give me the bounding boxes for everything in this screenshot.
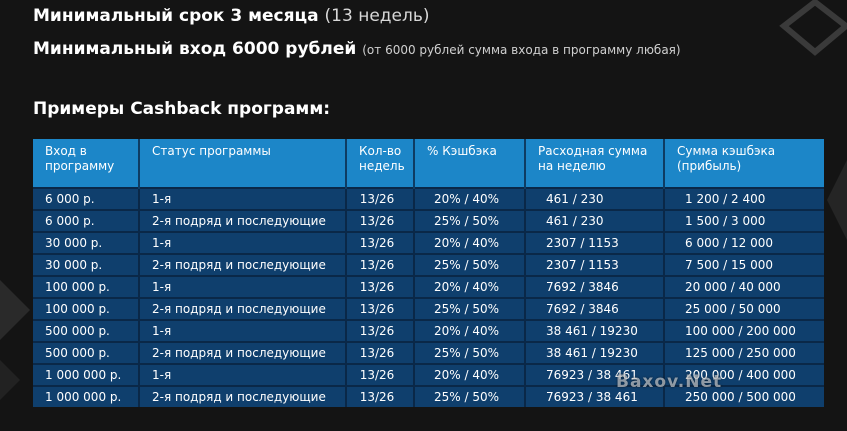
cell-status: 2-я подряд и последующие bbox=[139, 209, 347, 232]
table-row: 1 000 000 р. 2-я подряд и последующие 13/2… bbox=[33, 385, 824, 407]
cell-weekly-amount: 461 / 230 bbox=[525, 209, 665, 232]
table-header-row: Вход в программу Статус программы Кол-во… bbox=[33, 139, 824, 188]
cell-weekly-amount: 7692 / 3846 bbox=[525, 275, 665, 298]
cell-weeks: 13/26 bbox=[346, 341, 415, 364]
min-term-text: Минимальный срок 3 месяца bbox=[33, 6, 319, 26]
table-row: 100 000 р. 1-я 13/26 20% / 40% 7692 / 3846 20… bbox=[33, 275, 824, 298]
cell-status: 2-я подряд и последующие bbox=[139, 297, 347, 320]
cell-percent: 20% / 40% bbox=[414, 363, 526, 386]
cell-status: 2-я подряд и последующие bbox=[139, 253, 347, 276]
cashback-table: Вход в программу Статус программы Кол-во… bbox=[33, 139, 824, 407]
bg-decoration-right bbox=[827, 160, 847, 240]
cell-weeks: 13/26 bbox=[346, 187, 415, 210]
cell-weekly-amount: 38 461 / 19230 bbox=[525, 341, 665, 364]
table-row: 30 000 р. 2-я подряд и последующие 13/26 25… bbox=[33, 253, 824, 276]
cell-percent: 25% / 50% bbox=[414, 341, 526, 364]
cell-cashback-sum: 1 500 / 3 000 bbox=[664, 209, 824, 232]
examples-title: Примеры Cashback программ: bbox=[33, 99, 331, 119]
cell-status: 1-я bbox=[139, 363, 347, 386]
col-header-cashback-sum: Сумма кэшбэка (прибыль) bbox=[664, 139, 824, 188]
bg-decoration-top-right bbox=[779, 0, 847, 56]
cell-weekly-amount: 38 461 / 19230 bbox=[525, 319, 665, 342]
col-header-status: Статус программы bbox=[139, 139, 347, 188]
cell-weekly-amount: 76923 / 38 461 bbox=[525, 385, 665, 407]
cell-entry: 100 000 р. bbox=[33, 275, 140, 298]
cell-weeks: 13/26 bbox=[346, 363, 415, 386]
col-header-weeks: Кол-во недель bbox=[346, 139, 415, 188]
cell-status: 1-я bbox=[139, 187, 347, 210]
table-row: 1 000 000 р. 1-я 13/26 20% / 40% 76923 / 38 … bbox=[33, 363, 824, 386]
cell-entry: 500 000 р. bbox=[33, 341, 140, 364]
cell-weeks: 13/26 bbox=[346, 275, 415, 298]
cell-percent: 25% / 50% bbox=[414, 297, 526, 320]
cell-percent: 20% / 40% bbox=[414, 319, 526, 342]
min-term-weeks: (13 недель) bbox=[324, 6, 430, 26]
cell-percent: 20% / 40% bbox=[414, 275, 526, 298]
table-row: 500 000 р. 1-я 13/26 20% / 40% 38 461 / 1923… bbox=[33, 319, 824, 342]
col-header-weekly-amount: Расходная сумма на неделю bbox=[525, 139, 665, 188]
cell-cashback-sum: 20 000 / 40 000 bbox=[664, 275, 824, 298]
cell-entry: 6 000 р. bbox=[33, 209, 140, 232]
cell-entry: 500 000 р. bbox=[33, 319, 140, 342]
table-row: 500 000 р. 2-я подряд и последующие 13/26 2… bbox=[33, 341, 824, 364]
table-row: 6 000 р. 1-я 13/26 20% / 40% 461 / 230 1 200 … bbox=[33, 187, 824, 210]
cell-cashback-sum: 7 500 / 15 000 bbox=[664, 253, 824, 276]
cell-status: 1-я bbox=[139, 319, 347, 342]
cell-entry: 30 000 р. bbox=[33, 253, 140, 276]
cell-cashback-sum: 200 000 / 400 000 bbox=[664, 363, 824, 386]
cell-status: 2-я подряд и последующие bbox=[139, 341, 347, 364]
cell-weeks: 13/26 bbox=[346, 297, 415, 320]
cell-percent: 25% / 50% bbox=[414, 253, 526, 276]
table-row: 6 000 р. 2-я подряд и последующие 13/26 25%… bbox=[33, 209, 824, 232]
col-header-entry: Вход в программу bbox=[33, 139, 140, 188]
cell-weeks: 13/26 bbox=[346, 231, 415, 254]
cell-cashback-sum: 6 000 / 12 000 bbox=[664, 231, 824, 254]
cell-percent: 20% / 40% bbox=[414, 187, 526, 210]
cell-entry: 1 000 000 р. bbox=[33, 363, 140, 386]
cell-entry: 100 000 р. bbox=[33, 297, 140, 320]
watermark-logo: Baxov.Net bbox=[616, 372, 723, 392]
cell-weekly-amount: 2307 / 1153 bbox=[525, 253, 665, 276]
table-row: 30 000 р. 1-я 13/26 20% / 40% 2307 / 1153 6 0… bbox=[33, 231, 824, 254]
col-header-percent: % Кэшбэка bbox=[414, 139, 526, 188]
cell-cashback-sum: 100 000 / 200 000 bbox=[664, 319, 824, 342]
cell-weekly-amount: 7692 / 3846 bbox=[525, 297, 665, 320]
cell-percent: 25% / 50% bbox=[414, 385, 526, 407]
cell-weekly-amount: 461 / 230 bbox=[525, 187, 665, 210]
cell-weeks: 13/26 bbox=[346, 385, 415, 407]
cell-status: 1-я bbox=[139, 275, 347, 298]
min-entry-note: (от 6000 рублей сумма входа в программу … bbox=[362, 43, 681, 57]
cell-percent: 20% / 40% bbox=[414, 231, 526, 254]
table-row: 100 000 р. 2-я подряд и последующие 13/26 2… bbox=[33, 297, 824, 320]
cell-weeks: 13/26 bbox=[346, 319, 415, 342]
cell-cashback-sum: 1 200 / 2 400 bbox=[664, 187, 824, 210]
cell-percent: 25% / 50% bbox=[414, 209, 526, 232]
cell-weeks: 13/26 bbox=[346, 209, 415, 232]
cell-cashback-sum: 125 000 / 250 000 bbox=[664, 341, 824, 364]
cell-weekly-amount: 76923 / 38 461 bbox=[525, 363, 665, 386]
min-term-line: Минимальный срок 3 месяца (13 недель) bbox=[33, 6, 430, 26]
cell-status: 2-я подряд и последующие bbox=[139, 385, 347, 407]
cell-cashback-sum: 250 000 / 500 000 bbox=[664, 385, 824, 407]
cell-entry: 30 000 р. bbox=[33, 231, 140, 254]
min-entry-text: Минимальный вход 6000 рублей bbox=[33, 39, 357, 59]
cell-entry: 6 000 р. bbox=[33, 187, 140, 210]
cell-weeks: 13/26 bbox=[346, 253, 415, 276]
cell-cashback-sum: 25 000 / 50 000 bbox=[664, 297, 824, 320]
cell-weekly-amount: 2307 / 1153 bbox=[525, 231, 665, 254]
min-entry-line: Минимальный вход 6000 рублей (от 6000 ру… bbox=[33, 39, 681, 59]
cell-status: 1-я bbox=[139, 231, 347, 254]
cell-entry: 1 000 000 р. bbox=[33, 385, 140, 407]
